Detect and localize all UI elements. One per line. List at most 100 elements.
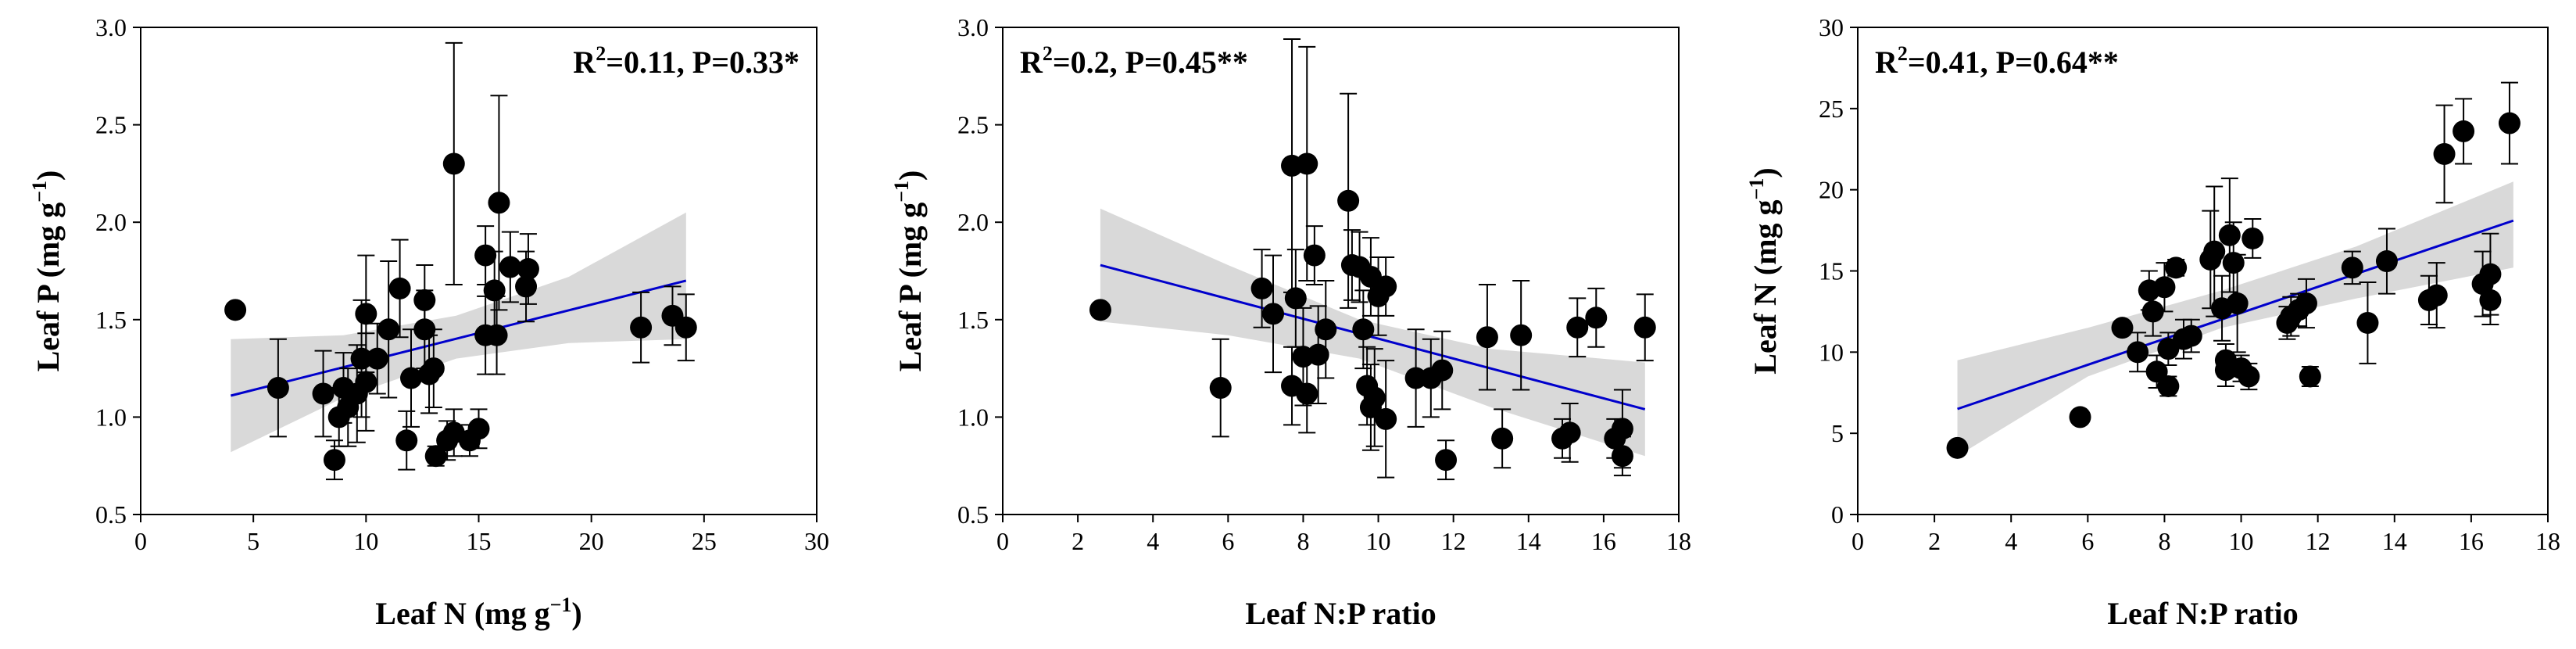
x-tick-label: 30 xyxy=(804,527,829,555)
data-point xyxy=(1296,152,1318,175)
x-tick-label: 16 xyxy=(2459,527,2484,555)
data-point xyxy=(1296,382,1318,405)
chart-panel-np-ratio-vs-leafN: 0 2 4 6 8 10 12 14 16 18 0 5 10 15 20 25 30 Leaf N:P rati… xyxy=(1745,13,2560,631)
x-tick-label: 25 xyxy=(692,527,717,555)
data-point xyxy=(355,303,377,325)
data-point xyxy=(1946,436,1969,459)
data-point xyxy=(517,258,539,281)
y-axis-label: Leaf P (mg g−1) xyxy=(890,170,928,372)
data-point xyxy=(1089,299,1111,321)
data-point xyxy=(224,299,247,321)
x-tick-label: 16 xyxy=(1591,527,1616,555)
x-tick-label: 10 xyxy=(2229,527,2254,555)
data-point xyxy=(515,275,538,298)
data-point xyxy=(1307,343,1329,366)
plot-frame xyxy=(1002,27,1680,515)
data-point xyxy=(400,367,422,389)
data-point xyxy=(312,382,335,405)
confidence-band xyxy=(1957,181,2513,457)
data-point xyxy=(2226,292,2249,315)
y-tick-label: 0 xyxy=(1831,500,1844,529)
data-point xyxy=(1558,421,1581,444)
data-point xyxy=(1491,427,1514,450)
x-tick-label: 12 xyxy=(1441,527,1466,555)
y-tick-label: 1.0 xyxy=(957,403,989,431)
data-point xyxy=(1315,318,1337,341)
data-point xyxy=(2341,256,2363,279)
x-tick-label: 2 xyxy=(1072,527,1084,555)
y-tick-label: 1.5 xyxy=(95,306,127,334)
data-point xyxy=(1375,275,1397,298)
x-tick-label: 4 xyxy=(1147,527,1159,555)
y-tick-label: 5 xyxy=(1831,419,1844,447)
chart-panel-np-ratio-vs-leafP: 0 2 4 6 8 10 12 14 16 18 0.5 1.0 1.5 2.0 2.5 3.0 Leaf N:… xyxy=(890,13,1691,631)
x-tick-label: 0 xyxy=(1852,527,1864,555)
data-point xyxy=(2069,406,2091,428)
data-point xyxy=(2153,276,2176,299)
statistic-annotation: R2=0.11, P=0.33* xyxy=(573,42,800,80)
y-tick-label: 2.5 xyxy=(957,111,989,139)
x-tick-label: 20 xyxy=(579,527,604,555)
data-point xyxy=(1363,386,1386,409)
data-point xyxy=(2498,112,2521,134)
x-tick-label: 14 xyxy=(1516,527,1541,555)
data-point xyxy=(2375,250,2398,273)
x-tick-label: 0 xyxy=(134,527,147,555)
data-point xyxy=(1611,418,1633,440)
y-tick-label: 15 xyxy=(1819,257,1844,285)
data-point xyxy=(2299,365,2321,388)
data-point xyxy=(395,429,418,452)
data-point xyxy=(674,316,697,339)
data-point xyxy=(2222,252,2245,274)
data-point xyxy=(2127,341,2149,364)
data-point xyxy=(483,279,506,302)
x-tick-label: 0 xyxy=(996,527,1009,555)
y-axis-label: Leaf P (mg g−1) xyxy=(28,170,66,372)
y-tick-label: 0.5 xyxy=(957,500,989,529)
regression-line xyxy=(1100,264,1646,411)
data-point xyxy=(1352,318,1375,341)
data-point xyxy=(488,192,510,214)
y-tick-label: 3.0 xyxy=(957,13,989,41)
data-point xyxy=(267,377,289,400)
data-point xyxy=(2180,324,2202,347)
data-point xyxy=(499,256,521,278)
x-tick-label: 18 xyxy=(1666,527,1691,555)
x-axis-label: Leaf N (mg g−1) xyxy=(375,593,581,631)
y-tick-label: 2.0 xyxy=(95,208,127,236)
data-point xyxy=(2165,256,2188,279)
data-point xyxy=(388,277,411,299)
confidence-band xyxy=(231,212,686,453)
data-point xyxy=(630,316,653,339)
data-point xyxy=(366,347,388,370)
x-tick-label: 15 xyxy=(467,527,492,555)
data-point xyxy=(442,152,465,175)
data-point xyxy=(1435,449,1458,472)
y-tick-label: 2.0 xyxy=(957,208,989,236)
data-point xyxy=(474,244,497,267)
data-point xyxy=(1585,307,1608,329)
data-point xyxy=(2111,317,2134,339)
data-point xyxy=(422,357,445,380)
chart-panel-leafN-vs-leafP: 0 5 10 15 20 25 30 0.5 1.0 1.5 2.0 2.5 3.0 Leaf N (mg… xyxy=(28,13,829,631)
data-point xyxy=(1375,407,1397,430)
data-point xyxy=(2218,224,2241,246)
data-point xyxy=(1510,324,1533,346)
x-axis-label: Leaf N:P ratio xyxy=(1245,596,1436,631)
y-tick-label: 3.0 xyxy=(95,13,127,41)
regression-line xyxy=(1957,219,2514,411)
data-point xyxy=(2453,120,2475,142)
data-point xyxy=(424,445,447,468)
data-point xyxy=(1431,359,1454,382)
x-tick-label: 10 xyxy=(1366,527,1391,555)
x-tick-label: 8 xyxy=(2158,527,2170,555)
data-point xyxy=(1250,277,1273,299)
data-point xyxy=(2295,292,2317,315)
data-point xyxy=(2141,300,2164,323)
data-point xyxy=(2238,365,2260,388)
regression-line xyxy=(230,279,687,397)
data-point xyxy=(1476,326,1498,349)
data-point xyxy=(1303,244,1326,267)
statistic-annotation: R2=0.41, P=0.64** xyxy=(1875,42,2119,80)
